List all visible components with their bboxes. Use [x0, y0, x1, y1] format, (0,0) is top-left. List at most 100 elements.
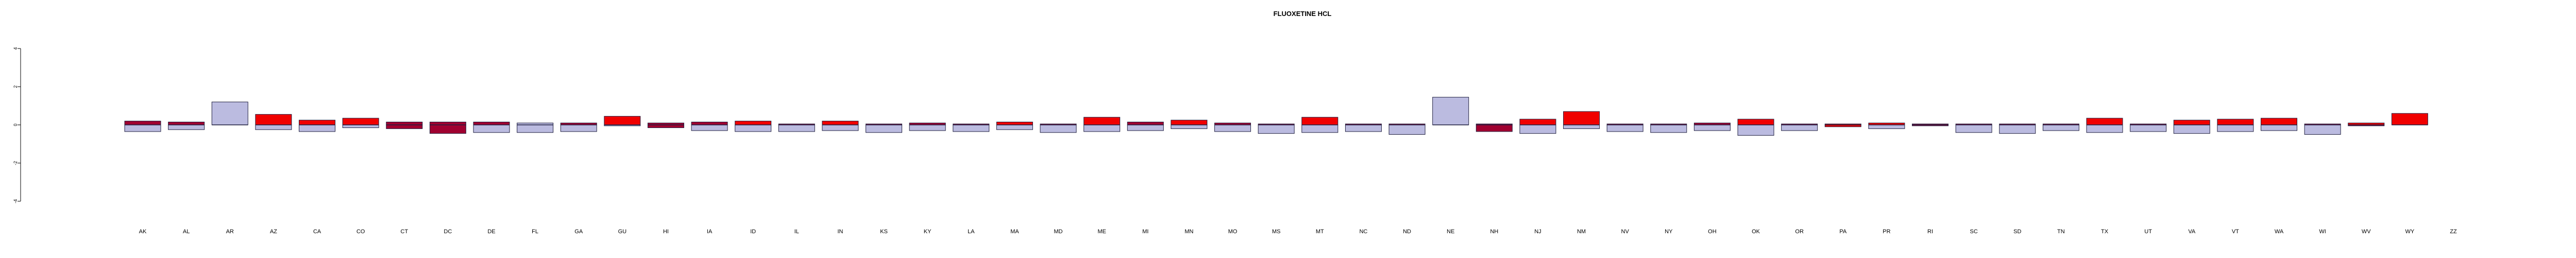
box-lower-KS [866, 124, 903, 133]
box-lower-GA [560, 124, 597, 132]
box-upper-OK [1737, 119, 1774, 125]
box-lower-CA [298, 124, 335, 132]
y-tick-label: -4 [13, 199, 18, 203]
box-lower-IN [822, 124, 859, 131]
box-upper-NM [1563, 111, 1600, 125]
box-lower-NY [1650, 124, 1687, 133]
x-tick-label: NC [1359, 229, 1367, 235]
box-upper-AR [211, 102, 248, 125]
x-tick-label: AR [226, 229, 234, 235]
x-tick-label: GA [574, 229, 583, 235]
x-axis-labels: AK AL AR AZ CA CO CT DC DE FL GA GU HI IA ID IL IN KS KY LA… [139, 229, 2457, 235]
x-tick-label: MA [1010, 229, 1019, 235]
box-upper-AZ [255, 114, 292, 125]
x-tick-label: HI [663, 229, 669, 235]
box-lower-TN [2042, 124, 2079, 131]
box-lower-NC [1345, 124, 1382, 132]
x-tick-label: MT [1316, 229, 1324, 235]
box-lower-LA [953, 124, 990, 132]
y-tick-label: -2 [13, 161, 18, 165]
x-tick-label: FL [532, 229, 538, 235]
x-tick-label: WY [2405, 229, 2415, 235]
x-tick-label: CT [400, 229, 408, 235]
box-lower-KY [909, 124, 946, 131]
x-tick-label: NE [1447, 229, 1454, 235]
box-lower-IL [778, 124, 815, 132]
box-lower-ND [1388, 124, 1426, 135]
x-tick-label: DC [444, 229, 452, 235]
box-upper-MI [1127, 121, 1164, 125]
x-tick-label: NY [1665, 229, 1673, 235]
box-upper-MA [996, 121, 1033, 125]
x-tick-label: ND [1403, 229, 1411, 235]
box-lower-MS [1258, 124, 1295, 134]
x-tick-label: RI [1927, 229, 1933, 235]
box-series [124, 96, 2428, 136]
box-upper-NJ [1519, 119, 1556, 125]
box-lower-NV [1606, 124, 1643, 132]
x-tick-label: AL [183, 229, 190, 235]
x-tick-label: TN [2057, 229, 2065, 235]
box-upper-VA [2173, 120, 2210, 125]
box-lower-IA [691, 124, 728, 131]
box-lower-MN [1171, 124, 1208, 129]
box-upper-DC [429, 121, 466, 125]
x-tick-label: IL [794, 229, 799, 235]
x-tick-label: IN [837, 229, 843, 235]
box-lower-CO [342, 124, 379, 128]
box-lower-AK [124, 124, 161, 132]
x-tick-label: DE [487, 229, 495, 235]
x-tick-label: AK [139, 229, 147, 235]
x-tick-label: GU [618, 229, 627, 235]
box-lower-DC [429, 124, 466, 134]
box-lower-OR [1781, 124, 1818, 131]
box-lower-MT [1301, 124, 1338, 133]
box-lower-MA [996, 124, 1033, 130]
x-tick-label: WI [2319, 229, 2326, 235]
box-upper-NE [1432, 96, 1469, 125]
x-tick-label: ME [1097, 229, 1106, 235]
box-lower-OH [1693, 124, 1731, 131]
x-tick-label: ID [750, 229, 756, 235]
box-lower-WA [2261, 124, 2298, 131]
box-lower-MD [1040, 124, 1077, 133]
box-upper-AL [168, 121, 205, 125]
x-tick-label: MI [1142, 229, 1148, 235]
x-tick-label: KS [880, 229, 888, 235]
box-lower-AZ [255, 124, 292, 130]
x-tick-label: MD [1054, 229, 1063, 235]
x-tick-label: NJ [1534, 229, 1541, 235]
y-tick-label: 0 [13, 123, 18, 126]
box-lower-OK [1737, 124, 1774, 136]
x-tick-label: TX [2101, 229, 2109, 235]
box-upper-CA [298, 120, 335, 125]
box-lower-DE [473, 124, 510, 133]
y-tick-label: 4 [13, 47, 18, 50]
box-upper-WA [2261, 118, 2298, 125]
chart-title: FLUOXETINE HCL [1274, 10, 1332, 18]
y-tick-label: 2 [13, 85, 18, 88]
box-upper-GU [604, 116, 641, 125]
box-upper-CT [386, 121, 423, 125]
x-tick-label: OH [1708, 229, 1717, 235]
x-tick-label: PR [1883, 229, 1890, 235]
box-upper-MT [1301, 117, 1338, 125]
x-tick-label: AZ [270, 229, 277, 235]
box-upper-CO [342, 118, 379, 125]
box-upper-TX [2086, 118, 2123, 125]
box-lower-SD [1999, 124, 2036, 134]
x-tick-label: ZZ [2450, 229, 2457, 235]
box-lower-MI [1127, 124, 1164, 131]
box-lower-FL [517, 124, 554, 133]
x-tick-label: OK [1752, 229, 1760, 235]
x-tick-label: NV [1621, 229, 1630, 235]
y-axis: -4 -2 0 2 4 [13, 47, 21, 203]
x-tick-label: PA [1839, 229, 1847, 235]
x-tick-label: OR [1795, 229, 1804, 235]
box-upper-AK [124, 121, 161, 125]
x-tick-label: VT [2232, 229, 2239, 235]
box-lower-WI [2304, 124, 2341, 135]
x-tick-label: CO [357, 229, 365, 235]
box-lower-UT [2130, 124, 2167, 132]
